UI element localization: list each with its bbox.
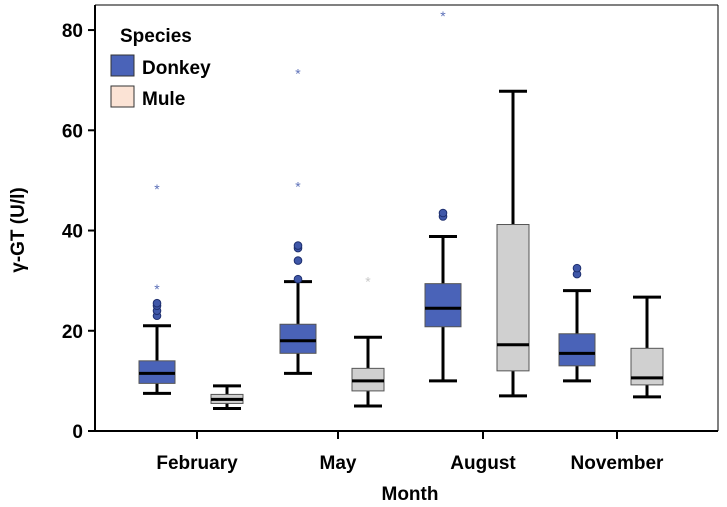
box-donkey-may: ** <box>279 66 317 375</box>
y-axis: 0 20 40 60 80 <box>62 21 95 443</box>
outlier-point <box>293 256 303 265</box>
box-mule-february <box>210 384 244 410</box>
x-tick-label: November <box>571 453 665 474</box>
legend: Species Donkey Mule <box>110 26 211 110</box>
box-mule-november <box>630 295 664 399</box>
box-donkey-november <box>558 263 596 383</box>
outlier-point <box>293 241 303 250</box>
outlier-point <box>572 263 582 273</box>
legend-label-mule: Mule <box>142 89 185 110</box>
legend-swatch-donkey <box>110 54 135 77</box>
y-tick-label: 20 <box>62 322 83 343</box>
x-tick-label: August <box>450 453 516 474</box>
extreme-point: * <box>295 66 301 82</box>
extreme-point: * <box>154 181 160 197</box>
extreme-point: * <box>365 274 371 290</box>
box-iqr <box>558 333 596 367</box>
legend-swatch-mule <box>110 85 135 108</box>
legend-label-donkey: Donkey <box>142 58 211 79</box>
box-iqr <box>424 283 462 328</box>
box-iqr <box>630 347 664 386</box>
y-tick-label: 60 <box>62 121 83 142</box>
extreme-point: * <box>295 178 301 194</box>
x-axis-title: Month <box>382 484 439 505</box>
box-donkey-february: ** <box>138 181 176 395</box>
extreme-point: * <box>440 8 446 24</box>
outlier-point <box>438 208 448 218</box>
outlier-point <box>152 298 162 308</box>
y-tick-label: 80 <box>62 21 83 42</box>
y-tick-label: 40 <box>62 222 83 243</box>
box-mule-august <box>496 89 530 398</box>
legend-title: Species <box>120 26 192 47</box>
x-axis: February May August November <box>156 431 664 474</box>
box-iqr <box>279 323 317 354</box>
box-donkey-august: * <box>424 8 462 383</box>
y-tick-label: 0 <box>72 422 83 443</box>
y-axis-title: γ-GT (U/l) <box>8 187 29 273</box>
x-tick-label: February <box>156 453 238 474</box>
extreme-point: * <box>154 281 160 297</box>
box-mule-may: * <box>351 274 385 408</box>
box-iqr <box>496 224 530 372</box>
plot-frame <box>94 4 719 432</box>
box-series: ** **** <box>138 8 664 410</box>
outlier-point <box>293 274 303 284</box>
x-tick-label: May <box>320 453 357 474</box>
